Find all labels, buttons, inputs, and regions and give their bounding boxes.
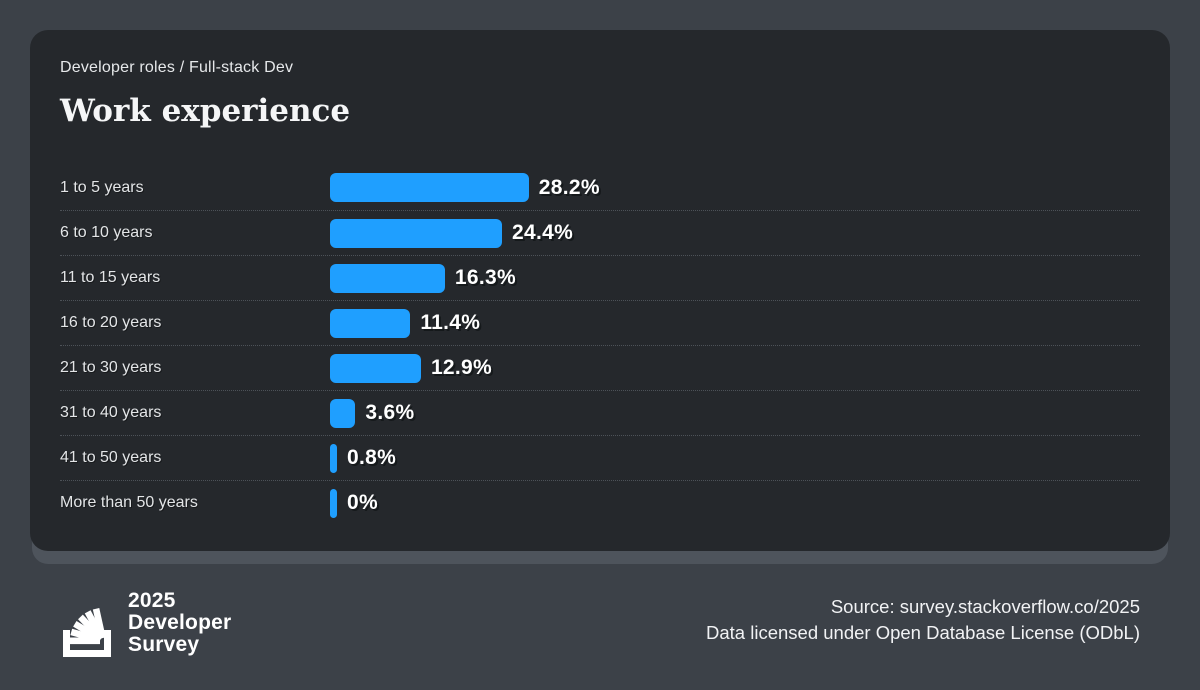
- brand-line-survey: Survey: [128, 633, 200, 656]
- brand-line-developer: Developer: [128, 611, 232, 634]
- category-label: 11 to 15 years: [60, 269, 161, 286]
- bar: [330, 443, 337, 473]
- chart-card: Developer roles / Full-stack Dev Work ex…: [30, 30, 1170, 551]
- value-label: 24.4%: [512, 221, 574, 244]
- breadcrumb: Developer roles / Full-stack Dev: [60, 59, 294, 76]
- bar: [330, 308, 411, 338]
- chart-row: 6 to 10 years 24.4%: [60, 210, 1140, 255]
- category-label: 1 to 5 years: [60, 178, 144, 196]
- bar: [330, 173, 529, 202]
- bar: [330, 353, 421, 383]
- brand-line-year: 2025: [128, 589, 176, 612]
- category-label: More than 50 years: [60, 494, 198, 511]
- page-title: Work experience: [60, 93, 351, 129]
- chart-row: 31 to 40 years 3.6%: [60, 390, 1140, 435]
- chart-row: 21 to 30 years 12.9%: [60, 345, 1140, 390]
- value-label: 28.2%: [538, 175, 600, 199]
- stackoverflow-logo-icon: [63, 608, 111, 657]
- bar: [330, 488, 337, 518]
- category-label: 16 to 20 years: [60, 314, 162, 331]
- footer: 2025 Developer Survey Source: survey.sta…: [60, 582, 1140, 660]
- value-label: 11.4%: [420, 311, 481, 334]
- bar: [330, 263, 445, 293]
- chart-row: 16 to 20 years 11.4%: [60, 300, 1140, 345]
- category-label: 6 to 10 years: [60, 224, 153, 241]
- value-label: 16.3%: [454, 266, 516, 289]
- chart-row: More than 50 years 0%: [60, 480, 1140, 525]
- chart-row: 11 to 15 years 16.3%: [60, 255, 1140, 300]
- bar-chart: 1 to 5 years 28.2% 6 to 10 years 24.4% 11 to…: [60, 165, 1140, 525]
- bar: [330, 398, 356, 428]
- source-line: Source: survey.stackoverflow.co/2025: [830, 596, 1140, 617]
- category-label: 41 to 50 years: [60, 449, 162, 466]
- bar: [330, 218, 503, 248]
- value-label: 12.9%: [430, 356, 492, 379]
- license-line: Data licensed under Open Database Licens…: [706, 622, 1140, 643]
- value-label: 0%: [347, 491, 378, 514]
- value-label: 3.6%: [365, 401, 415, 424]
- survey-brand-text: 2025 Developer Survey: [128, 590, 231, 656]
- survey-brand: 2025 Developer Survey: [60, 582, 231, 660]
- category-label: 31 to 40 years: [60, 404, 162, 421]
- chart-row: 41 to 50 years 0.8%: [60, 435, 1140, 480]
- category-label: 21 to 30 years: [60, 359, 162, 376]
- source-attribution: Source: survey.stackoverflow.co/2025 Dat…: [706, 594, 1140, 646]
- chart-row: 1 to 5 years 28.2%: [60, 165, 1140, 210]
- chart-rows: 1 to 5 years 28.2% 6 to 10 years 24.4% 11 to…: [60, 165, 1140, 525]
- value-label: 0.8%: [347, 446, 397, 469]
